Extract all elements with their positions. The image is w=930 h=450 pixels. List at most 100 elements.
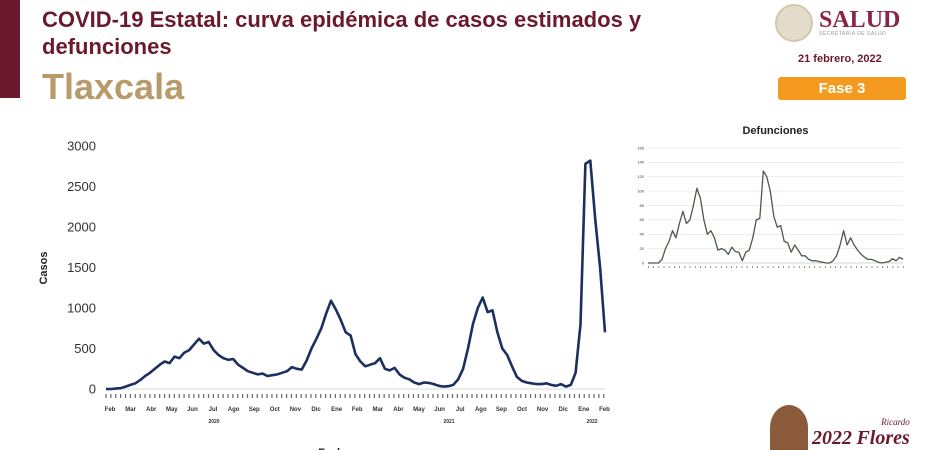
x-week-tick: [383, 394, 385, 398]
x-week-tick: [778, 266, 779, 268]
x-week-tick: [207, 394, 210, 398]
x-week-tick: [679, 266, 680, 268]
x-year-label: 2021: [443, 419, 454, 425]
x-week-tick: [569, 394, 571, 398]
x-week-tick: [876, 266, 878, 268]
x-week-tick: [432, 394, 434, 398]
x-week-tick: [242, 394, 244, 398]
x-week-tick: [315, 394, 317, 398]
x-week-tick: [830, 266, 831, 268]
y-axis-title: Casos: [38, 251, 50, 284]
x-week-tick: [520, 394, 522, 398]
x-week-tick: [120, 394, 122, 398]
x-week-tick: [720, 266, 722, 268]
x-week-tick: [466, 394, 468, 398]
x-week-tick: [115, 394, 117, 398]
x-month-label: Nov: [290, 407, 302, 413]
x-week-tick: [393, 394, 395, 398]
x-week-tick: [588, 394, 590, 398]
x-week-tick: [490, 394, 493, 398]
x-week-tick: [648, 266, 649, 268]
y-tick-label: 80: [640, 203, 645, 208]
x-week-tick: [798, 266, 800, 268]
x-month-label: Feb: [352, 407, 363, 413]
x-month-label: Dic: [559, 407, 569, 413]
x-month-label: Dic: [311, 407, 321, 413]
x-week-tick: [549, 394, 551, 398]
x-week-tick: [417, 394, 419, 398]
x-week-tick: [505, 394, 507, 398]
x-week-tick: [271, 394, 273, 398]
x-week-tick: [554, 394, 556, 398]
x-week-tick: [689, 266, 691, 268]
x-week-tick: [835, 266, 836, 268]
x-week-tick: [144, 394, 146, 398]
x-week-tick: [232, 394, 234, 398]
footer-year: 2022: [812, 427, 852, 449]
x-month-label: Abr: [393, 407, 404, 413]
x-week-tick: [451, 394, 454, 398]
x-week-tick: [251, 394, 253, 398]
x-month-label: Jun: [187, 407, 198, 413]
x-week-tick: [198, 394, 200, 398]
y-tick-label: 0: [642, 260, 645, 265]
x-week-tick: [159, 394, 161, 398]
footer-name-top: Ricardo: [881, 417, 910, 427]
x-week-tick: [564, 394, 566, 398]
x-week-tick: [694, 266, 696, 268]
x-week-tick: [525, 394, 527, 398]
x-week-tick: [726, 266, 727, 268]
x-week-tick: [178, 394, 180, 398]
x-month-label: Mar: [125, 407, 136, 413]
x-week-tick: [710, 266, 712, 268]
series-line: [648, 170, 904, 264]
x-month-label: Feb: [105, 407, 116, 413]
x-week-tick: [217, 394, 219, 398]
x-week-tick: [173, 394, 175, 398]
x-month-label: Nov: [537, 407, 549, 413]
x-week-tick: [684, 266, 686, 268]
x-week-tick: [105, 394, 107, 398]
x-week-tick: [290, 394, 293, 398]
x-week-tick: [368, 394, 371, 398]
x-week-tick: [305, 394, 307, 398]
x-week-tick: [663, 266, 665, 268]
x-week-tick: [534, 394, 537, 398]
x-week-tick: [515, 394, 517, 398]
x-week-tick: [422, 394, 424, 398]
x-week-tick: [902, 266, 904, 268]
x-week-tick: [871, 266, 873, 268]
x-week-tick: [373, 394, 375, 398]
x-week-tick: [378, 394, 380, 398]
y-tick-label: 0: [89, 381, 96, 396]
x-week-tick: [861, 266, 862, 268]
x-week-tick: [845, 266, 847, 268]
x-month-label: Ago: [475, 407, 487, 413]
x-week-tick: [583, 394, 585, 398]
x-axis-title: Fecha: [318, 447, 351, 450]
chart-title: Defunciones: [742, 125, 808, 137]
phase-badge: Fase 3: [778, 77, 906, 100]
y-tick-label: 20: [640, 246, 645, 251]
logo-text: SALUD: [819, 7, 901, 33]
x-week-tick: [110, 394, 112, 398]
x-week-tick: [295, 394, 297, 398]
x-week-tick: [603, 394, 605, 398]
x-week-tick: [746, 266, 748, 268]
x-week-tick: [705, 266, 706, 268]
x-month-label: Jul: [209, 407, 218, 413]
y-tick-label: 160: [637, 145, 644, 150]
x-week-tick: [578, 394, 580, 398]
x-week-tick: [339, 394, 341, 398]
x-week-tick: [809, 266, 810, 268]
x-week-tick: [461, 394, 463, 398]
x-week-tick: [427, 394, 429, 398]
x-week-tick: [163, 394, 166, 398]
x-week-tick: [757, 266, 758, 268]
footer-brand: 2022 Flores Ricardo: [770, 405, 910, 450]
x-week-tick: [476, 394, 478, 398]
x-week-tick: [486, 394, 488, 398]
x-week-tick: [139, 394, 141, 398]
x-week-tick: [573, 394, 576, 398]
